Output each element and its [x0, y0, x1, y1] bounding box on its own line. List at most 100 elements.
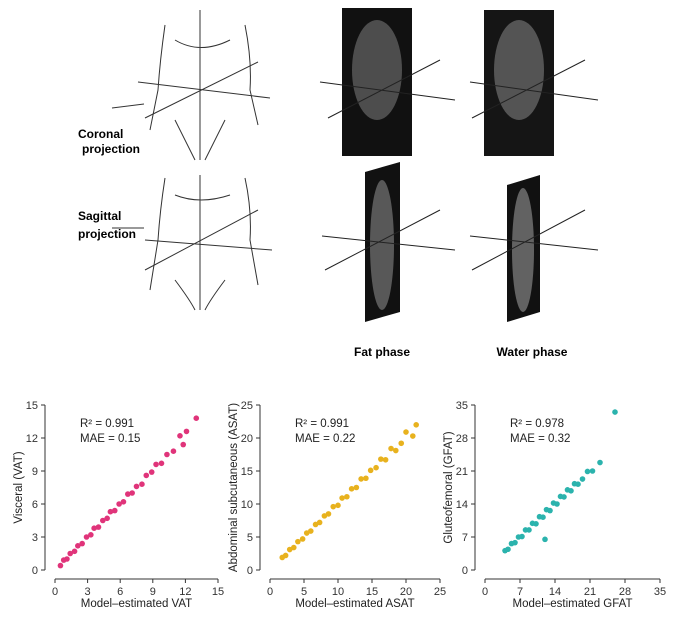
- point: [170, 448, 177, 455]
- y-tick-label: 9: [32, 466, 38, 478]
- annotation: R² = 0.991: [295, 418, 349, 430]
- y-tick-label: 21: [456, 466, 468, 478]
- y-tick-label: 0: [462, 565, 468, 577]
- point: [398, 440, 405, 447]
- y-tick-label: 35: [456, 400, 468, 412]
- point: [308, 528, 314, 534]
- planes: [319, 59, 599, 271]
- annotation: MAE = 0.15: [80, 433, 140, 445]
- mri-detail: [370, 180, 394, 310]
- point: [512, 539, 518, 546]
- point: [91, 525, 97, 531]
- x-tick-label: 9: [150, 586, 156, 598]
- point: [299, 536, 306, 542]
- label: Water phase: [497, 345, 568, 359]
- point: [104, 515, 110, 522]
- label: projection: [82, 142, 140, 156]
- point: [295, 538, 301, 545]
- point: [367, 467, 374, 474]
- point: [612, 409, 618, 415]
- point: [88, 532, 94, 538]
- annotation: R² = 0.978: [510, 418, 564, 430]
- y-tick-label: 0: [32, 565, 38, 577]
- point: [177, 433, 183, 439]
- point: [64, 556, 70, 562]
- point: [139, 481, 145, 488]
- y-tick-label: 7: [462, 532, 468, 544]
- sagittal-plane: [144, 209, 273, 271]
- point: [67, 550, 74, 557]
- point: [125, 491, 131, 497]
- x-tick-label: 35: [654, 586, 666, 598]
- x-tick-label: 20: [400, 586, 412, 598]
- annotation: R² = 0.991: [80, 418, 134, 430]
- y-tick-label: 12: [26, 433, 38, 445]
- point: [505, 546, 511, 553]
- point: [116, 501, 122, 507]
- point: [584, 468, 591, 475]
- label: Fat phase: [354, 345, 410, 359]
- y-tick-label: 10: [241, 499, 253, 511]
- x-tick-label: 25: [434, 586, 446, 598]
- point: [75, 543, 81, 549]
- point: [363, 475, 369, 482]
- y-tick-label: 3: [32, 532, 38, 544]
- mri-detail: [512, 188, 534, 312]
- point: [403, 429, 409, 435]
- point: [413, 422, 420, 428]
- point: [57, 562, 64, 569]
- point: [382, 456, 389, 463]
- annotation: MAE = 0.22: [295, 433, 355, 445]
- x-tick-label: 10: [332, 586, 344, 598]
- point: [540, 514, 546, 520]
- point: [339, 495, 345, 501]
- x-tick-label: 28: [619, 586, 631, 598]
- point: [95, 524, 102, 530]
- point: [83, 534, 90, 540]
- point: [164, 451, 170, 458]
- x-tick-label: 7: [517, 586, 523, 598]
- point: [579, 476, 586, 482]
- x-axis-label: Model–estimated GFAT: [513, 598, 633, 610]
- y-tick-label: 6: [32, 499, 38, 511]
- point: [561, 494, 567, 500]
- coronal-body: [149, 10, 259, 161]
- point: [335, 502, 341, 509]
- point: [143, 472, 150, 479]
- y-tick-label: 5: [247, 532, 253, 544]
- y-tick-label: 28: [456, 433, 468, 445]
- y-tick-label: 25: [241, 400, 253, 412]
- point: [148, 469, 155, 475]
- point: [597, 459, 603, 466]
- x-tick-label: 3: [85, 586, 91, 598]
- point: [316, 519, 323, 526]
- point: [410, 433, 416, 439]
- label: projection: [78, 227, 136, 241]
- point: [373, 464, 379, 471]
- point: [542, 536, 548, 543]
- point: [111, 507, 118, 514]
- x-axis-label: Model–estimated ASAT: [295, 598, 414, 610]
- y-axis-label: Visceral (VAT): [13, 451, 25, 523]
- point: [348, 486, 355, 492]
- point: [291, 544, 297, 551]
- annotation: MAE = 0.32: [510, 433, 570, 445]
- point: [100, 517, 106, 524]
- point: [158, 460, 165, 467]
- point: [133, 483, 140, 490]
- y-tick-label: 14: [456, 499, 468, 511]
- point: [330, 503, 337, 510]
- y-tick-label: 15: [241, 466, 253, 478]
- x-tick-label: 14: [549, 586, 561, 598]
- point: [388, 445, 394, 452]
- x-tick-label: 0: [482, 586, 488, 598]
- x-tick-label: 12: [179, 586, 191, 598]
- point: [533, 521, 539, 527]
- y-tick-label: 15: [26, 400, 38, 412]
- point: [183, 428, 190, 435]
- x-tick-label: 6: [117, 586, 123, 598]
- mri-detail: [494, 20, 544, 120]
- point: [358, 476, 364, 482]
- y-tick-label: 20: [241, 433, 253, 445]
